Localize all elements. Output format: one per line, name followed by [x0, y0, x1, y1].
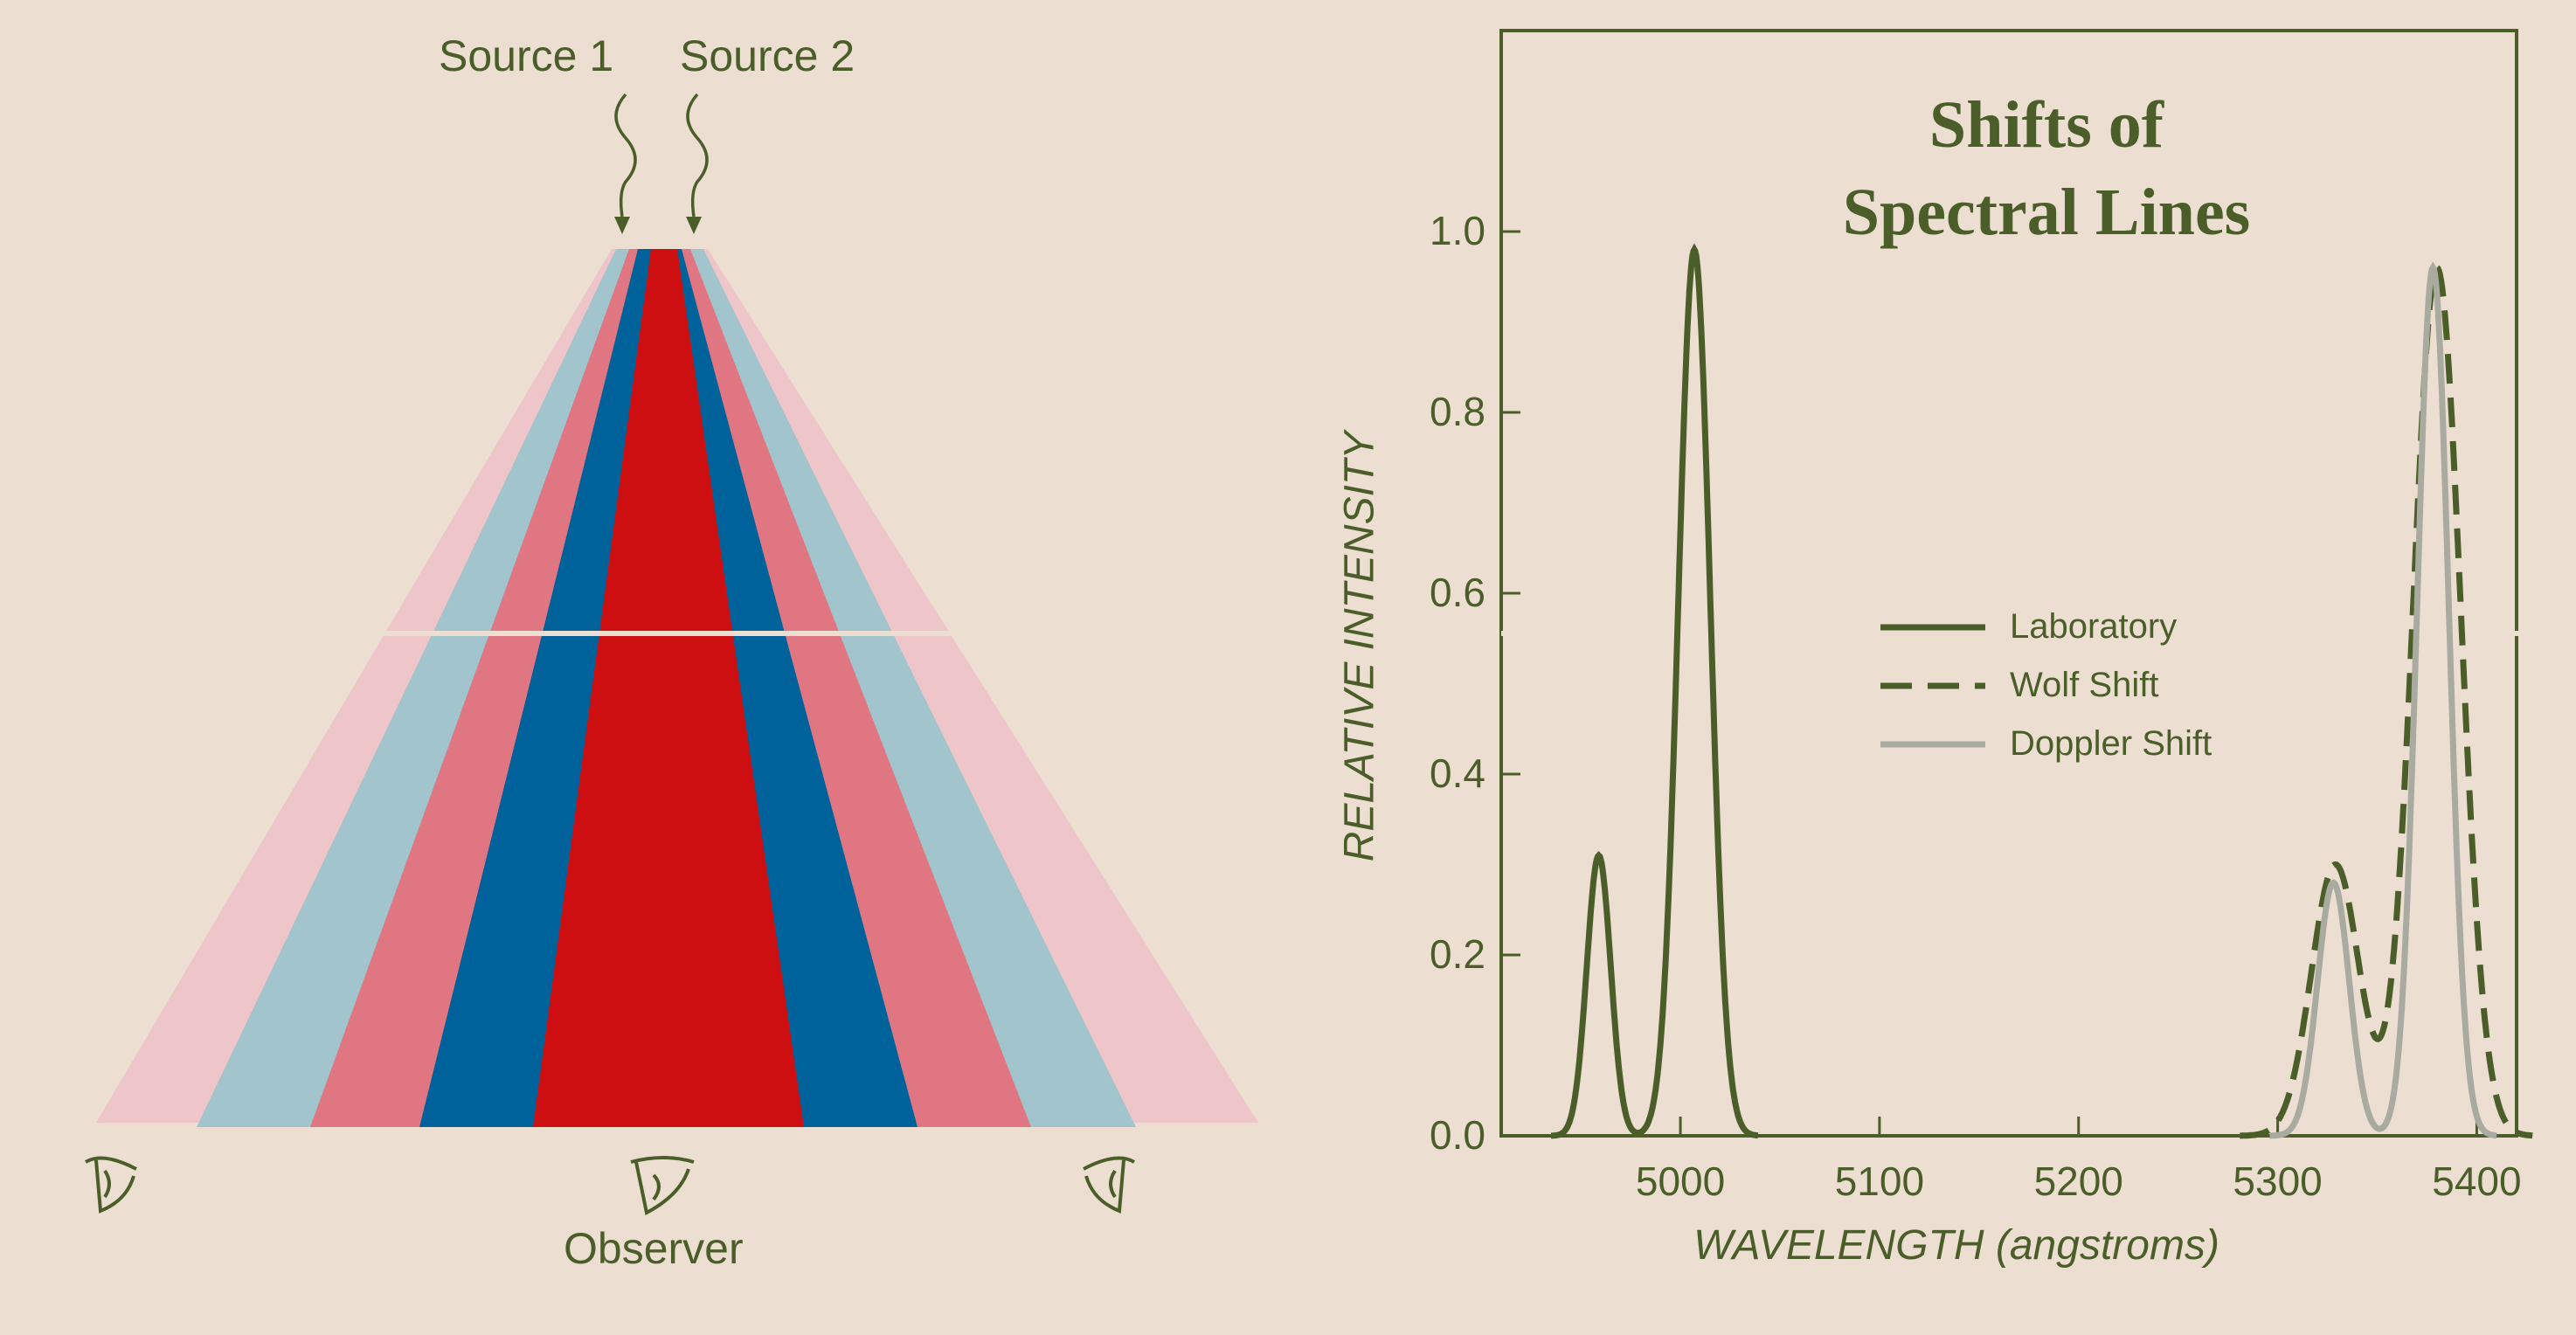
band-red [533, 249, 804, 1127]
legend-doppler-label: Doppler Shift [2010, 724, 2212, 763]
x-tick-label: 5200 [2034, 1159, 2123, 1204]
legend [1880, 624, 1985, 748]
source-1-label: Source 1 [439, 31, 614, 80]
series-line-laboratory [1551, 243, 1759, 1139]
source-1-arrowhead [614, 217, 630, 234]
y-tick-label: 0.4 [1430, 751, 1485, 796]
eye-icon [630, 1156, 695, 1216]
legend-laboratory-label: Laboratory [2010, 607, 2178, 646]
eye-icon [1083, 1156, 1136, 1214]
wavy-arrows [614, 93, 709, 234]
x-axis-label: WAVELENGTH (angstroms) [1693, 1222, 2219, 1269]
source-2-arrowhead [686, 217, 702, 234]
observer-label: Observer [564, 1224, 744, 1273]
chart-title-line2: Spectral Lines [1842, 176, 2251, 249]
legend-wolf-label: Wolf Shift [2010, 666, 2159, 704]
light-cone [96, 249, 1258, 1127]
y-tick-label: 1.0 [1430, 208, 1485, 253]
x-tick-label: 5100 [1835, 1159, 1924, 1204]
x-tick-label: 5000 [1636, 1159, 1725, 1204]
y-tick-label: 0.2 [1430, 931, 1485, 977]
x-tick-label: 5300 [2233, 1159, 2322, 1204]
plot-frame [1499, 29, 2518, 1138]
axes: 0.0 0.2 0.4 0.6 0.8 1.0 5000 5100 5200 5300 5400 [1430, 208, 2522, 1204]
series-line-wolf-shift [2240, 264, 2533, 1139]
source-1-arrow [614, 93, 637, 218]
source-2-arrow [686, 93, 709, 218]
y-axis-label: RELATIVE INTENSITY [1336, 431, 1383, 862]
chart-title-line1: Shifts of [1929, 88, 2164, 162]
y-tick-label: 0.8 [1430, 389, 1485, 434]
eye-icon [84, 1156, 137, 1214]
interference-diagram [84, 93, 1258, 1216]
cone-gap-line [376, 631, 952, 636]
x-tick-label: 5400 [2432, 1159, 2521, 1204]
source-2-label: Source 2 [680, 31, 855, 80]
y-tick-label: 0.0 [1430, 1112, 1485, 1158]
y-tick-label: 0.6 [1430, 570, 1485, 615]
series-layer [1551, 243, 2533, 1139]
series-line-doppler-shift [2269, 261, 2497, 1139]
